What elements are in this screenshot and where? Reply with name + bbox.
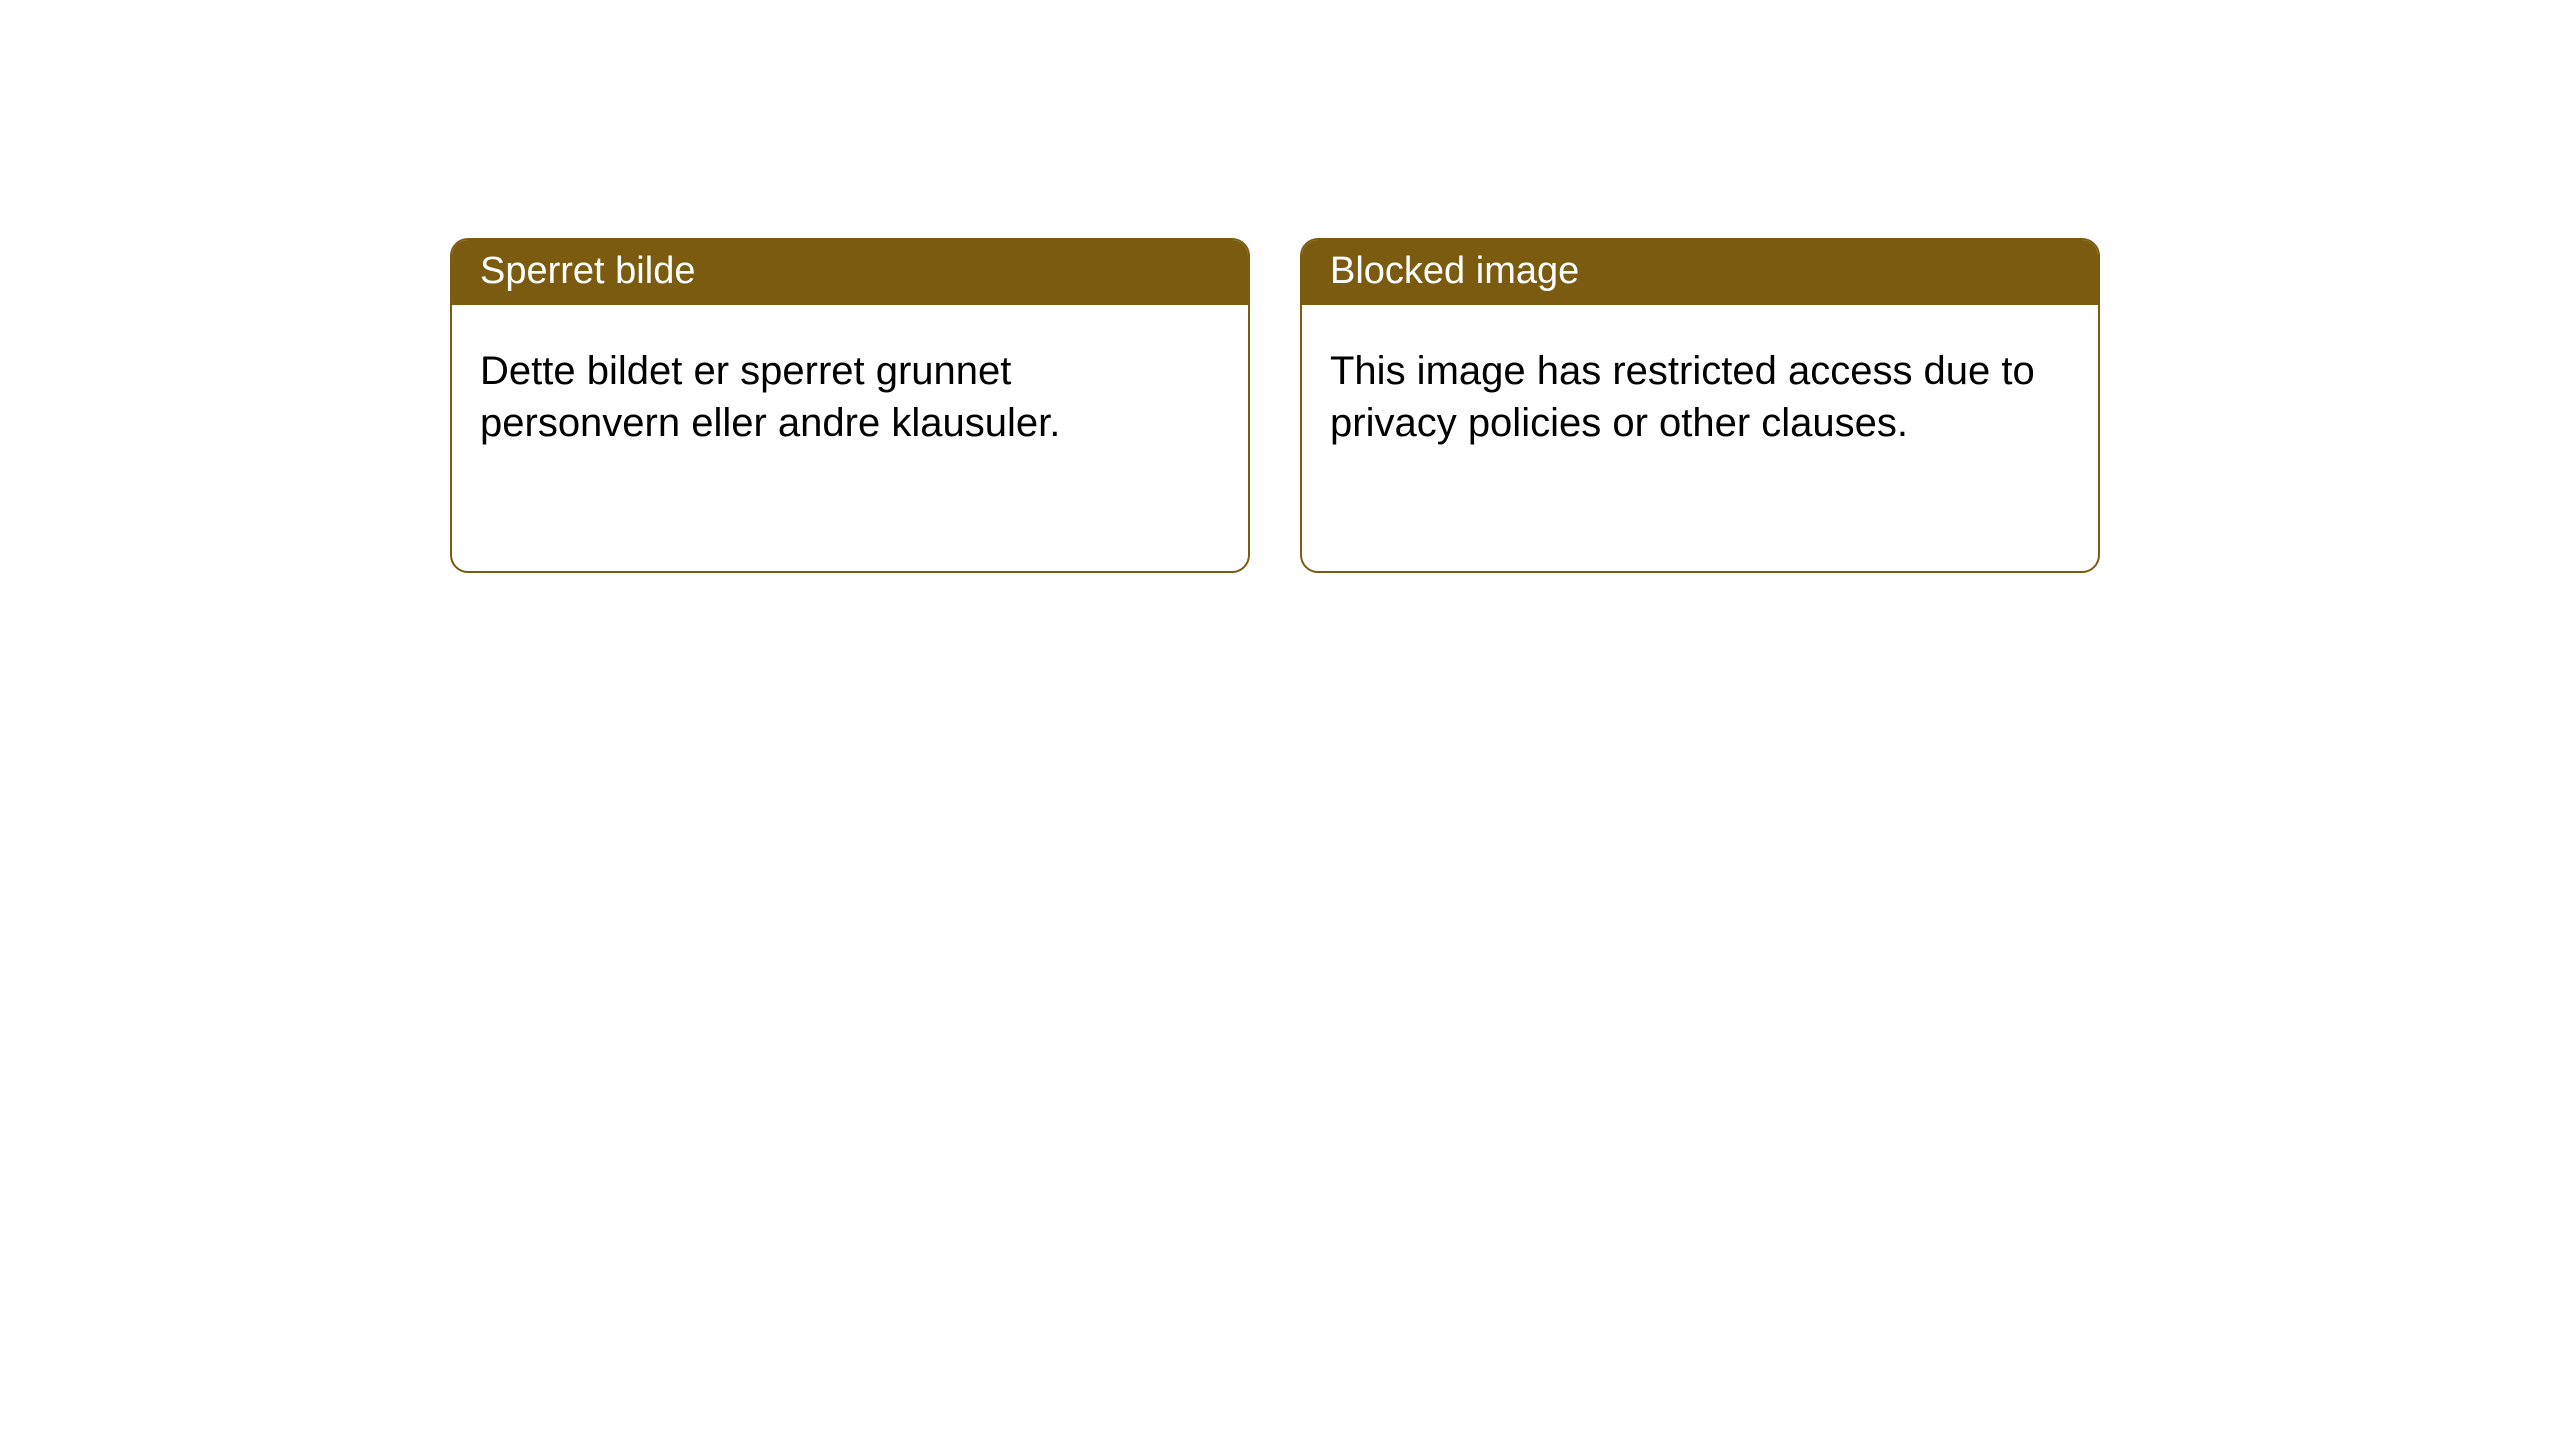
card-body: Dette bildet er sperret grunnet personve…	[452, 305, 1248, 477]
card-body-text: This image has restricted access due to …	[1330, 349, 2035, 445]
notice-card-norwegian: Sperret bilde Dette bildet er sperret gr…	[450, 238, 1250, 573]
notice-card-english: Blocked image This image has restricted …	[1300, 238, 2100, 573]
card-header: Blocked image	[1302, 240, 2098, 305]
card-body: This image has restricted access due to …	[1302, 305, 2098, 477]
card-title: Blocked image	[1330, 250, 1579, 292]
notice-container: Sperret bilde Dette bildet er sperret gr…	[0, 0, 2560, 573]
card-body-text: Dette bildet er sperret grunnet personve…	[480, 349, 1060, 445]
card-header: Sperret bilde	[452, 240, 1248, 305]
card-title: Sperret bilde	[480, 250, 695, 292]
